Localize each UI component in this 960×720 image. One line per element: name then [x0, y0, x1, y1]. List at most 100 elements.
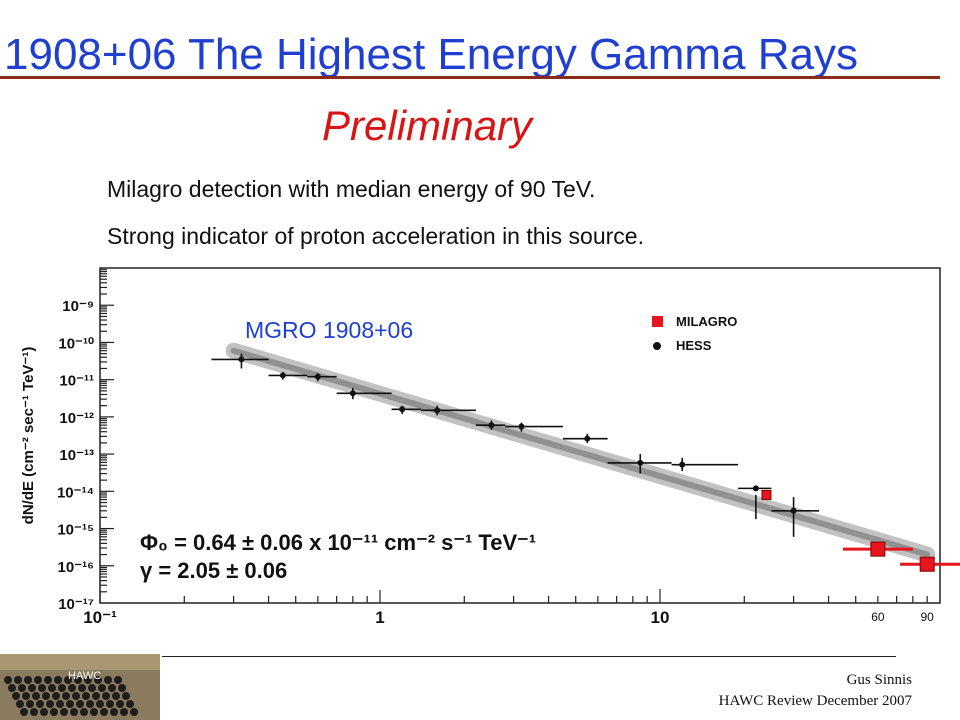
x-tick-label: 10⁻¹: [83, 608, 117, 627]
logo-tank: [54, 676, 62, 684]
logo-tank: [112, 692, 120, 700]
x-extra-label: 90: [921, 610, 935, 624]
hess-point: [679, 461, 686, 468]
footer-event: HAWC Review December 2007: [718, 693, 912, 709]
hawc-logo-label: HAWC: [68, 670, 101, 682]
logo-tank: [104, 676, 112, 684]
title-underline: [0, 76, 940, 79]
legend-marker-milagro: [652, 316, 663, 327]
logo-tank: [38, 684, 46, 692]
logo-tank: [122, 692, 130, 700]
slide-title: 1908+06 The Highest Energy Gamma Rays: [4, 30, 858, 79]
logo-tank: [22, 692, 30, 700]
logo-tank: [8, 684, 16, 692]
y-tick-label: 10⁻¹³: [59, 447, 94, 464]
y-tick-label: 10⁻¹⁴: [57, 484, 94, 501]
logo-tank: [56, 700, 64, 708]
logo-tank: [42, 692, 50, 700]
logo-tank: [44, 676, 52, 684]
logo-tank: [106, 700, 114, 708]
logo-tank: [88, 684, 96, 692]
logo-tank: [66, 700, 74, 708]
logo-tank: [100, 708, 108, 716]
logo-tank: [78, 684, 86, 692]
hess-point: [518, 423, 525, 430]
logo-tank: [50, 708, 58, 716]
logo-tank: [68, 684, 76, 692]
logo-tank: [30, 708, 38, 716]
y-tick-label: 10⁻¹⁰: [58, 335, 94, 352]
milagro-point: [870, 541, 886, 557]
milagro-point: [761, 489, 772, 500]
logo-tank: [80, 708, 88, 716]
hess-point: [790, 507, 797, 514]
x-extra-label: 60: [871, 610, 885, 624]
logo-tank: [118, 684, 126, 692]
legend-label: MILAGRO: [676, 314, 737, 329]
bullet-median-energy: Milagro detection with median energy of …: [107, 176, 596, 202]
fit-band: [225, 342, 936, 563]
logo-tank: [52, 692, 60, 700]
hess-point: [752, 485, 759, 492]
logo-tank: [108, 684, 116, 692]
fit-line: [230, 347, 931, 558]
logo-tank: [60, 708, 68, 716]
hess-point: [434, 407, 441, 414]
logo-tank: [34, 676, 42, 684]
hess-point: [314, 373, 321, 380]
logo-tank: [62, 692, 70, 700]
y-tick-label: 10⁻¹⁶: [57, 559, 94, 576]
logo-tank: [48, 684, 56, 692]
hess-point: [488, 422, 495, 429]
logo-tank: [84, 676, 92, 684]
y-tick-label: 10⁻¹²: [59, 410, 94, 427]
y-tick-label: 10⁻¹⁵: [57, 522, 94, 539]
logo-tank: [72, 692, 80, 700]
logo-tank: [96, 700, 104, 708]
logo-tank: [58, 684, 66, 692]
y-tick-label: 10⁻¹⁷: [58, 596, 94, 613]
logo-tank: [74, 676, 82, 684]
fit-parameter-box: [135, 520, 620, 590]
logo-tank: [102, 692, 110, 700]
logo-tank: [12, 692, 20, 700]
bullet-proton-acceleration: Strong indicator of proton acceleration …: [107, 223, 644, 249]
logo-tank: [120, 708, 128, 716]
logo-tank: [92, 692, 100, 700]
logo-tank: [20, 708, 28, 716]
data-points: [211, 353, 960, 572]
hess-point: [637, 459, 644, 466]
x-tick-label: 10: [651, 608, 670, 627]
logo-tank: [126, 700, 134, 708]
milagro-point: [919, 556, 935, 572]
logo-tank: [76, 700, 84, 708]
hess-point: [399, 406, 406, 413]
logo-tank: [90, 708, 98, 716]
y-tick-label: 10⁻¹¹: [59, 373, 94, 390]
logo-tank: [32, 692, 40, 700]
legend-marker-hess: [653, 342, 661, 350]
fit-parameter-line: γ = 2.05 ± 0.06: [140, 558, 287, 583]
logo-tank: [130, 708, 138, 716]
hess-point: [349, 390, 356, 397]
logo-tank: [4, 676, 12, 684]
logo-tank: [36, 700, 44, 708]
logo-tank: [40, 708, 48, 716]
legend-label: HESS: [676, 338, 712, 353]
source-name-label: MGRO 1908+06: [245, 317, 413, 343]
logo-tank: [98, 684, 106, 692]
logo-tank: [14, 676, 22, 684]
hess-point: [584, 435, 591, 442]
logo-tank: [114, 676, 122, 684]
hess-point: [238, 356, 245, 363]
x-tick-label: 1: [375, 608, 384, 627]
logo-tank: [26, 700, 34, 708]
logo-tank: [46, 700, 54, 708]
logo-tank: [110, 708, 118, 716]
logo-tank: [86, 700, 94, 708]
logo-tank: [24, 676, 32, 684]
logo-tank: [116, 700, 124, 708]
logo-tank: [94, 676, 102, 684]
preliminary-label: Preliminary: [322, 102, 533, 149]
logo-tank: [82, 692, 90, 700]
